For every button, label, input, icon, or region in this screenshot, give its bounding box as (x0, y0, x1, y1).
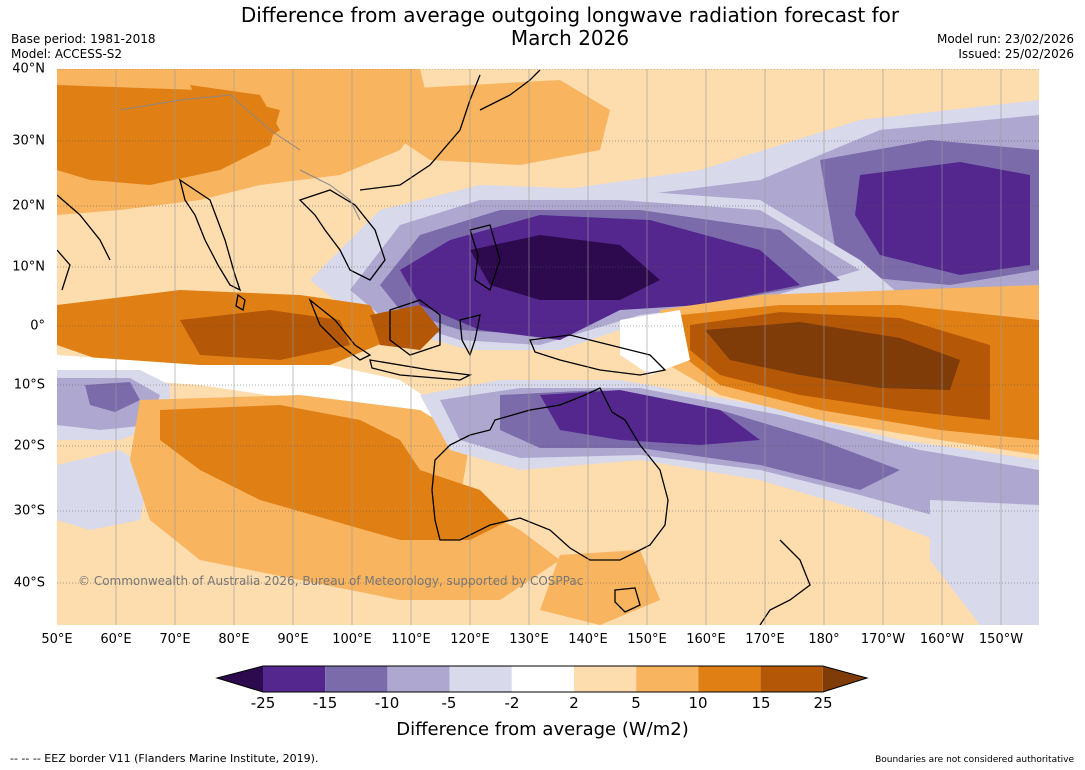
colorbar-segment (760, 666, 823, 692)
lat-label: 30°N (12, 133, 45, 149)
meta-left: Base period: 1981-2018 Model: ACCESS-S2 (11, 32, 156, 62)
colorbar-segment (325, 666, 388, 692)
country-borders (119, 94, 361, 221)
coast-tasmania (614, 587, 641, 613)
anomaly-borneo-strong (370, 305, 440, 350)
anomaly-tasmania-positive (540, 550, 660, 625)
lon-label: 170°W (860, 632, 906, 647)
model-name: Model: ACCESS-S2 (11, 47, 123, 61)
copyright-text: © Commonwealth of Australia 2026, Bureau… (78, 574, 584, 588)
anomaly-southwest-weak (57, 450, 150, 530)
boundaries-note: Boundaries are not considered authoritat… (875, 755, 1074, 765)
coast-sulawesi (459, 314, 481, 357)
lon-label: 150°W (978, 632, 1024, 647)
title-line-2: March 2026 (510, 26, 630, 50)
anomaly-china-positive (380, 80, 610, 165)
lon-label: 150°E (627, 632, 667, 647)
anomaly-south-pacific-positive (680, 520, 900, 625)
coast-africa-horn (57, 249, 71, 291)
anomaly-central-pacific-extreme (705, 322, 960, 390)
lon-label: 60°E (100, 632, 132, 647)
coast-india (178, 178, 242, 292)
colorbar-tick: 2 (569, 694, 579, 712)
lon-gridlines (115, 69, 1002, 625)
coast-china-east (359, 74, 481, 191)
title-line-1: Difference from average outgoing longwav… (240, 3, 900, 27)
colorbar-tick: -25 (250, 694, 276, 712)
colorbar-segment (449, 666, 512, 692)
anomaly-coral-sea-core (540, 390, 760, 445)
colorbar-title: Difference from average (W/m2) (396, 719, 689, 740)
colorbar-tick: 10 (688, 694, 708, 712)
lat-label: 30°S (13, 503, 45, 519)
colorbar-tick: 15 (751, 694, 771, 712)
meta-right: Model run: 23/02/2026 Issued: 25/02/2026 (937, 32, 1074, 62)
colorbar-tick: 25 (813, 694, 833, 712)
colorbar-segment (263, 666, 326, 692)
base-period: Base period: 1981-2018 (11, 32, 156, 46)
lon-label: 80°E (218, 632, 250, 647)
coast-java (369, 359, 473, 381)
colorbar-tick: -2 (504, 694, 520, 712)
anomaly-south-indian-strong (160, 405, 510, 540)
lat-label: 0° (30, 318, 45, 334)
lon-label: 180° (808, 632, 840, 647)
lon-label: 160°W (919, 632, 965, 647)
colorbar-tick: -10 (374, 694, 400, 712)
lon-label: 140°E (568, 632, 608, 647)
anomaly-china-strong (190, 85, 280, 150)
colorbar-segment (574, 666, 637, 692)
colorbar-segment (698, 666, 761, 692)
coastlines (57, 69, 811, 625)
coast-sri-lanka (235, 293, 246, 312)
lat-label: 20°N (12, 198, 45, 214)
lon-label: 130°E (509, 632, 549, 647)
anomaly-indian-ocean-equator-strong (180, 310, 350, 360)
issued-date: Issued: 25/02/2026 (958, 47, 1074, 61)
eez-note: -- -- -- EEZ border V11 (Flanders Marine… (10, 752, 319, 765)
colorbar-segment (511, 666, 574, 692)
chart-title: Difference from average outgoing longwav… (0, 4, 1085, 50)
coast-philippines (469, 224, 501, 292)
colorbar-segment (387, 666, 450, 692)
anomaly-map (57, 69, 1039, 625)
lat-label: 10°S (13, 377, 45, 393)
colorbar-tick: 5 (631, 694, 641, 712)
colorbar-tick: -5 (441, 694, 457, 712)
colorbar-segment (636, 666, 699, 692)
coast-new-zealand (759, 539, 811, 625)
border-himalaya (119, 94, 301, 151)
lon-label: 170°E (745, 632, 785, 647)
coast-borneo (389, 299, 441, 356)
lon-label: 120°E (450, 632, 490, 647)
coast-new-guinea (529, 334, 667, 376)
lon-label: 90°E (277, 632, 309, 647)
lon-label: 100°E (332, 632, 372, 647)
lat-label: 40°S (13, 575, 45, 591)
coast-australia (431, 387, 669, 561)
colorbar-tick: -15 (312, 694, 338, 712)
anomaly-south-indian-strong (85, 382, 140, 412)
coast-sumatra (308, 297, 372, 361)
lat-label: 10°N (12, 259, 45, 275)
colorbar-extend-high (822, 666, 867, 692)
anomaly-south-east-weak (930, 500, 1039, 625)
lon-label: 70°E (159, 632, 191, 647)
lat-label: 20°S (13, 438, 45, 454)
lon-label: 160°E (686, 632, 726, 647)
coast-indochina (298, 189, 386, 281)
lon-label: 110°E (391, 632, 431, 647)
anomaly-north-pacific-core (855, 162, 1030, 275)
lat-label: 40°N (12, 61, 45, 77)
lon-label: 50°E (41, 632, 73, 647)
anomaly-west-pacific-extreme (470, 235, 660, 300)
coast-arabia (57, 194, 111, 261)
colorbar-outline (215, 665, 869, 693)
model-run: Model run: 23/02/2026 (936, 32, 1074, 46)
colorbar-extend-low (217, 666, 263, 692)
colorbar (215, 665, 869, 693)
border-indochina (299, 169, 361, 221)
coast-japan (479, 69, 541, 111)
